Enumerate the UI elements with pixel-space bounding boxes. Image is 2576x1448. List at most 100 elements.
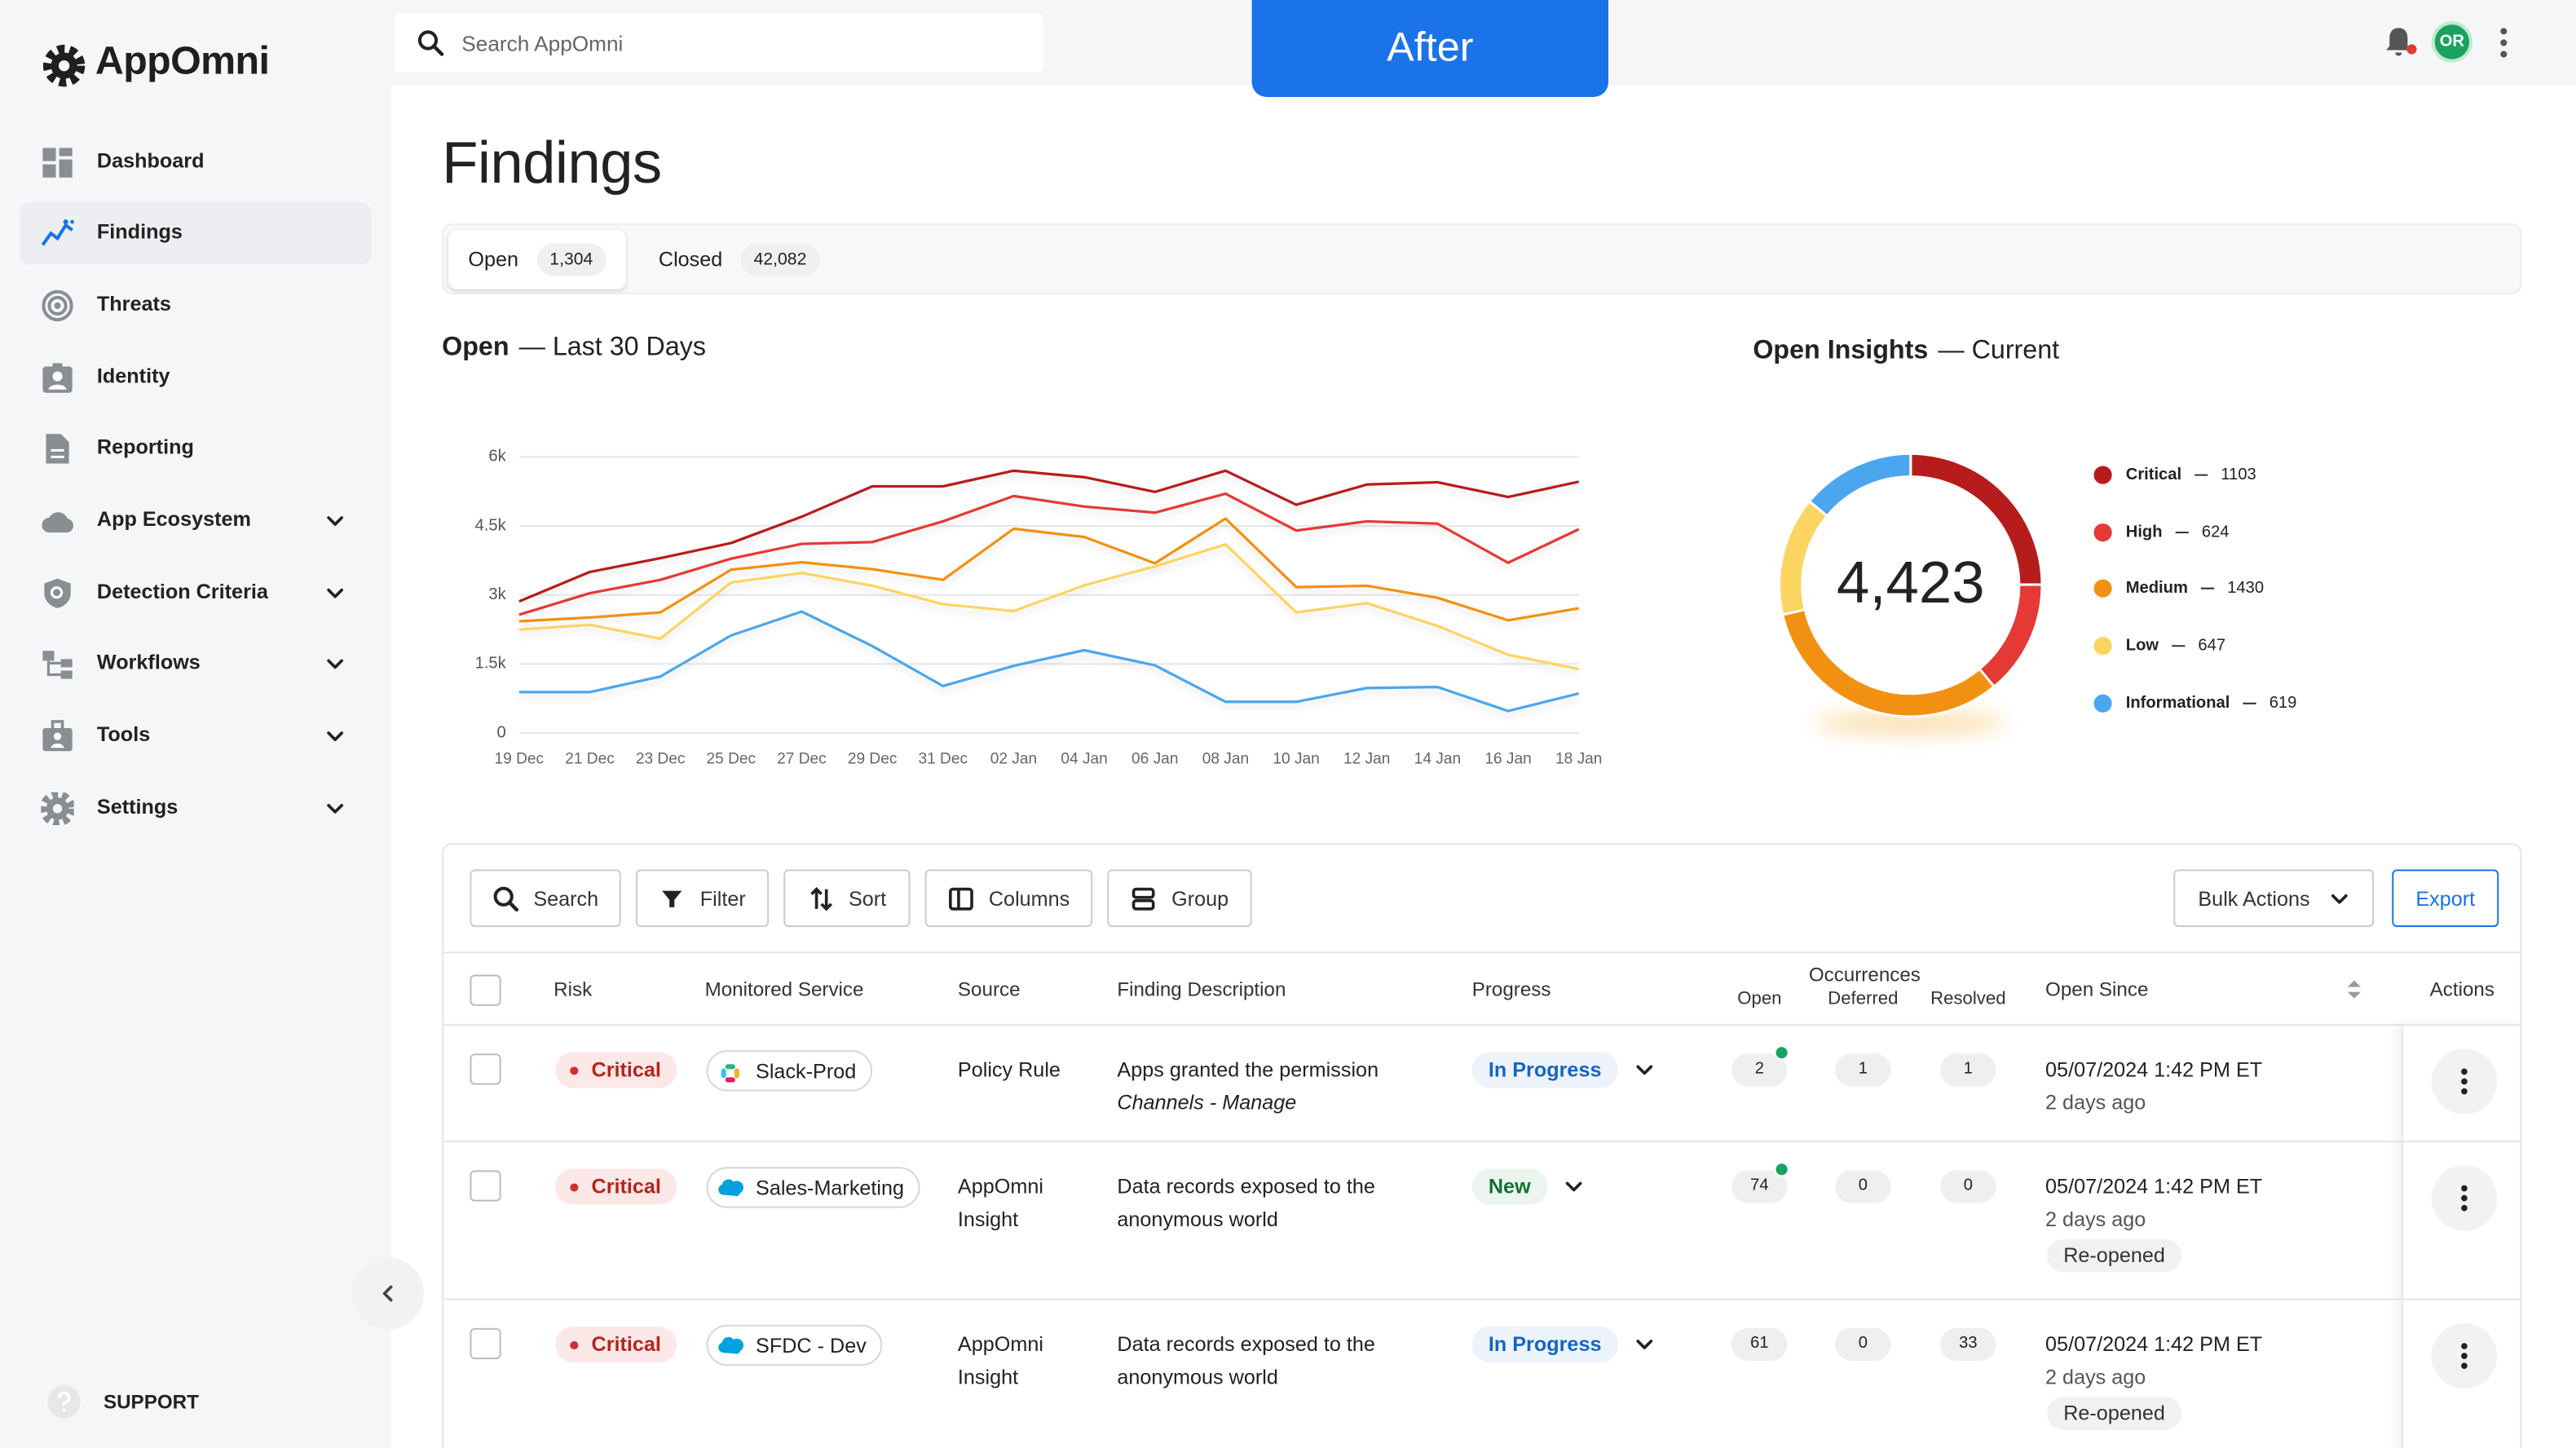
column-header[interactable]: Open Since: [2045, 978, 2149, 1001]
row-actions[interactable]: [2431, 1165, 2498, 1231]
charts: 0 1.5k 3k 4.5k 6k 19 Dec 21 Dec 23 Dec 25 Dec 27 …: [475, 448, 2297, 768]
support-link[interactable]: SUPPORT: [46, 1384, 199, 1419]
toolbar-button[interactable]: Sort: [783, 869, 911, 927]
nav-label: App Ecosystem: [96, 507, 251, 532]
column-header[interactable]: Progress: [1471, 978, 1551, 1001]
nav-icon: [46, 434, 69, 464]
tab-count: 42,082: [740, 242, 820, 276]
chart-subtitle: — Current: [1938, 337, 2060, 365]
row-checkbox[interactable]: [470, 1327, 501, 1360]
progress-control[interactable]: In Progress: [1471, 1326, 1654, 1363]
progress-control[interactable]: New: [1471, 1168, 1583, 1205]
x-tick-label: 31 Dec: [918, 750, 968, 767]
occurrence-count: 1: [1940, 1053, 1996, 1087]
slack-petal: [721, 1068, 726, 1079]
x-tick-label: 21 Dec: [565, 750, 615, 767]
occurrence-count: 61: [1731, 1327, 1788, 1362]
nav-item[interactable]: Findings: [20, 201, 372, 265]
column-header[interactable]: Monitored Service: [704, 978, 864, 1001]
donut-segment: [1978, 583, 2044, 689]
legend-value: 619: [2269, 694, 2297, 712]
row-checkbox[interactable]: [470, 1053, 501, 1085]
column-header[interactable]: Risk: [554, 978, 593, 1001]
chevron-icon: [327, 516, 343, 526]
nav-icon: [42, 651, 73, 679]
chevron-icon: [2331, 893, 2348, 903]
x-tick-label: 18 Jan: [1555, 750, 1602, 767]
nav-item[interactable]: Workflows: [20, 633, 371, 695]
nav-icon: [44, 578, 71, 608]
service-chip[interactable]: Sales-Marketing: [706, 1167, 921, 1208]
nav-item[interactable]: Threats: [20, 275, 371, 338]
progress-control[interactable]: In Progress: [1471, 1052, 1654, 1088]
row-actions[interactable]: [2431, 1048, 2498, 1115]
nav-label: Identity: [96, 364, 170, 388]
chevron: [1565, 1181, 1581, 1192]
global-search[interactable]: Search AppOmni: [394, 13, 1043, 73]
chevron: [1635, 1065, 1652, 1075]
toolbar-button[interactable]: Group: [1107, 869, 1252, 927]
avatar[interactable]: OR: [2431, 21, 2473, 63]
row-checkbox[interactable]: [470, 1170, 501, 1202]
nav-item[interactable]: Identity: [20, 347, 371, 409]
divider: [443, 1023, 2521, 1026]
column-header: Occurrences: [1808, 963, 1921, 987]
toolbar-label: Sort: [848, 886, 887, 910]
row-actions[interactable]: [2431, 1322, 2498, 1389]
toolbar-button[interactable]: Filter: [635, 869, 770, 927]
tab[interactable]: Open 1,304: [448, 229, 626, 289]
open-since-age: 2 days ago: [2045, 1207, 2146, 1231]
toolbar-button[interactable]: Search: [470, 869, 621, 927]
column-header[interactable]: Finding Description: [1117, 978, 1286, 1001]
node: [60, 659, 73, 668]
legend-label: Medium: [2126, 579, 2188, 597]
status-badge: Re-opened: [2047, 1397, 2182, 1430]
nav-item[interactable]: Detection Criteria: [20, 562, 371, 625]
x-tick-label: 27 Dec: [777, 750, 827, 767]
x-tick-label: 14 Jan: [1414, 750, 1461, 767]
source: AppOmni Insight: [957, 1175, 1043, 1231]
gear-hole: [58, 60, 70, 72]
banner: After: [1251, 0, 1608, 97]
toolbar-icon: [492, 885, 518, 912]
series-line: [518, 543, 1580, 671]
body: [51, 743, 64, 748]
nav-item[interactable]: Settings: [20, 778, 371, 841]
collapse-sidebar[interactable]: [351, 1257, 424, 1330]
shield: [44, 578, 71, 608]
nav-item[interactable]: App Ecosystem: [20, 490, 371, 553]
nav-item[interactable]: Dashboard: [20, 131, 371, 194]
nav-item[interactable]: Tools: [20, 705, 371, 768]
bulk-actions[interactable]: Bulk Actions: [2173, 869, 2375, 927]
column-header[interactable]: Source: [957, 978, 1021, 1001]
open-since: 05/07/2024 1:42 PM ET 2 days ago: [2045, 1328, 2262, 1394]
chart-title: Open Insights: [1753, 337, 1929, 365]
dot: [2461, 1068, 2468, 1075]
toolbar-label: Search: [533, 886, 599, 910]
salesforce-cloud: [718, 1179, 743, 1197]
risk-badge: Critical: [555, 1052, 678, 1088]
gear-teeth: [41, 792, 74, 825]
cloud: [42, 512, 73, 533]
service-chip[interactable]: Slack-Prod: [706, 1050, 873, 1092]
description-text: Data records exposed to the anonymous wo…: [1117, 1332, 1375, 1389]
toolbar-button[interactable]: Columns: [924, 869, 1093, 927]
tab-label: Closed: [658, 247, 723, 271]
kebab-icon: [2461, 1343, 2468, 1370]
tab[interactable]: Closed 42,082: [639, 229, 840, 289]
dot: [2500, 51, 2508, 58]
x-tick-label: 29 Dec: [848, 750, 898, 767]
head: [53, 732, 62, 740]
nav-item[interactable]: Reporting: [20, 417, 371, 480]
row-checkbox[interactable]: [470, 974, 501, 1006]
dot: [2461, 1185, 2468, 1192]
y-tick-label: 6k: [488, 448, 506, 466]
toolbar-icon: [1131, 886, 1155, 910]
nav-icon: [41, 219, 74, 246]
core: [54, 302, 61, 309]
service-icon: [718, 1179, 743, 1197]
service-chip[interactable]: SFDC - Dev: [706, 1324, 883, 1366]
export-button[interactable]: Export: [2392, 869, 2499, 927]
divider: [443, 951, 2521, 954]
salesforce-cloud: [718, 1337, 743, 1354]
